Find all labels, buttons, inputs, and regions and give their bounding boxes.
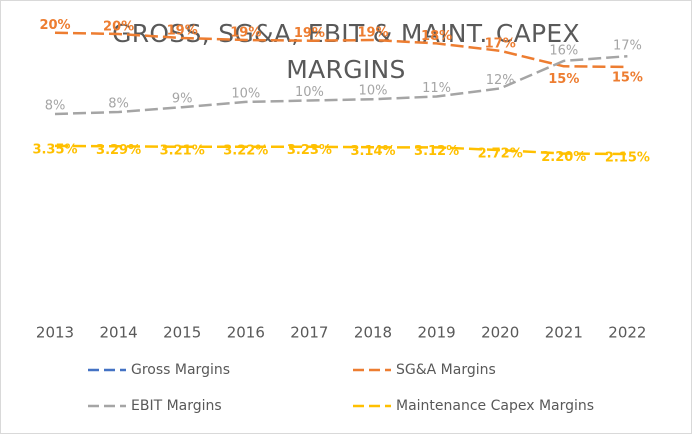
x-tick-label-2014: 2014 [100, 324, 138, 342]
x-tick-label-2020: 2020 [481, 324, 519, 342]
data-label-ebit-margins-2019: 11% [422, 81, 451, 96]
data-label-ebit-margins-2017: 10% [295, 85, 324, 100]
data-label-sg-a-margins-2013: 20% [39, 18, 70, 33]
x-tick-label-2019: 2019 [418, 324, 456, 342]
legend-swatch-ebit [88, 404, 126, 408]
data-label-sg-a-margins-2022: 15% [612, 70, 643, 85]
data-label-ebit-margins-2015: 9% [172, 92, 193, 107]
data-label-ebit-margins-2018: 10% [359, 84, 388, 99]
x-tick-label-2015: 2015 [163, 324, 201, 342]
data-label-maintenance-capex-margins-2019: 3.12% [414, 144, 459, 159]
chart-title: GROSS, SG&A, EBIT & MAINT. CAPEX MARGINS [0, 16, 692, 88]
legend-label-sga: SG&A Margins [396, 362, 496, 378]
series-line-sg-a-margins [54, 31, 628, 69]
data-label-maintenance-capex-margins-2017: 3.23% [287, 143, 332, 158]
data-label-maintenance-capex-margins-2015: 3.21% [160, 143, 205, 158]
legend-label-gross: Gross Margins [131, 362, 231, 378]
data-label-ebit-margins-2014: 8% [108, 97, 129, 112]
data-label-ebit-margins-2021: 16% [549, 43, 578, 58]
legend-swatch-capex [353, 404, 391, 408]
data-label-sg-a-margins-2021: 15% [548, 72, 579, 87]
data-label-maintenance-capex-margins-2021: 2.20% [541, 150, 586, 165]
series-line-maintenance-capex-margins [54, 144, 628, 156]
legend-item-maintenance-capex-margins[interactable]: Maintenance Capex Margins [351, 396, 594, 416]
data-label-sg-a-margins-2016: 19% [230, 26, 261, 41]
x-tick-label-2016: 2016 [227, 324, 265, 342]
legend-swatch-sga [353, 368, 391, 372]
data-label-maintenance-capex-margins-2013: 3.35% [32, 142, 77, 157]
x-tick-label-2021: 2021 [545, 324, 583, 342]
legend-swatch-gross [88, 368, 126, 372]
x-tick-label-2017: 2017 [290, 324, 328, 342]
data-label-maintenance-capex-margins-2020: 2.72% [478, 147, 523, 162]
chart-title-line-1: GROSS, SG&A, EBIT & MAINT. CAPEX [112, 19, 580, 48]
data-label-ebit-margins-2022: 17% [613, 39, 642, 54]
data-label-sg-a-margins-2020: 17% [485, 36, 516, 51]
legend-item-sga-margins[interactable]: SG&A Margins [351, 360, 496, 380]
data-label-ebit-margins-2013: 8% [45, 99, 66, 114]
x-tick-label-2018: 2018 [354, 324, 392, 342]
data-label-maintenance-capex-margins-2016: 3.22% [223, 143, 268, 158]
data-label-sg-a-margins-2019: 18% [421, 29, 452, 44]
data-label-ebit-margins-2016: 10% [231, 86, 260, 101]
data-label-maintenance-capex-margins-2014: 3.29% [96, 143, 141, 158]
data-label-ebit-margins-2020: 12% [486, 73, 515, 88]
chart-title-line-2: MARGINS [286, 55, 406, 84]
data-label-sg-a-margins-2018: 19% [357, 26, 388, 41]
data-label-sg-a-margins-2014: 20% [103, 20, 134, 35]
data-label-sg-a-margins-2015: 19% [167, 24, 198, 39]
legend-label-ebit: EBIT Margins [131, 398, 222, 414]
x-tick-label-2013: 2013 [36, 324, 74, 342]
series-line-ebit-margins [54, 54, 628, 116]
legend-item-gross-margins[interactable]: Gross Margins [86, 360, 230, 380]
legend-label-capex: Maintenance Capex Margins [396, 398, 595, 414]
data-label-maintenance-capex-margins-2022: 2.15% [605, 151, 650, 166]
data-label-maintenance-capex-margins-2018: 3.14% [350, 144, 395, 159]
x-tick-label-2022: 2022 [608, 324, 646, 342]
legend-item-ebit-margins[interactable]: EBIT Margins [86, 396, 222, 416]
data-label-sg-a-margins-2017: 19% [294, 26, 325, 41]
